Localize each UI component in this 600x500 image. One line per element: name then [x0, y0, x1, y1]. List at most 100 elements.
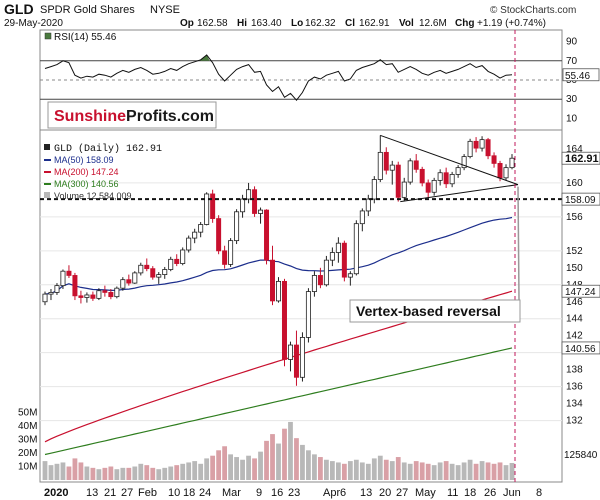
candle-body: [509, 157, 515, 169]
candle-body: [281, 280, 287, 360]
price-tick-label: 136: [566, 382, 583, 393]
date-tick-label: 20: [379, 487, 391, 499]
volume-bar: [168, 466, 174, 480]
volume-bar: [401, 462, 407, 480]
low-value: 162.32: [305, 18, 336, 29]
volume-bar: [96, 469, 102, 480]
volume-bar: [329, 461, 335, 480]
volume-bar: [150, 467, 156, 480]
rsi-series: [44, 54, 513, 101]
ma200-price-tag: 147.24: [565, 287, 596, 298]
volume-bar: [144, 465, 150, 480]
candle-body: [168, 258, 174, 270]
candle-body: [401, 181, 407, 198]
volume-bar: [497, 462, 503, 480]
rsi-tick-label: 90: [566, 37, 578, 48]
volume-bar: [473, 463, 479, 480]
date-tick-label: 13: [360, 487, 372, 499]
date-tick-label: 8: [536, 487, 542, 499]
close-label: Cl: [345, 18, 355, 29]
legend-price: GLD (Daily) 162.91: [54, 143, 162, 155]
price-tick-label: 146: [566, 297, 583, 308]
candle-body: [503, 167, 509, 179]
high-label: Hi: [237, 18, 247, 29]
candle-body: [419, 168, 425, 184]
candle-body: [216, 218, 222, 252]
volume-bar: [479, 461, 485, 480]
candle-body: [156, 274, 162, 278]
candle-body: [150, 268, 156, 278]
candle-body: [365, 198, 371, 212]
volume-bar: [389, 461, 395, 480]
price-tick-label: 164: [566, 144, 583, 155]
volume-bar: [66, 466, 72, 480]
right-price-axis: 1641601561521501481461441421381361341321…: [561, 144, 600, 461]
candle-body: [383, 151, 389, 171]
volume-bar: [102, 467, 108, 480]
volume-bar: [246, 455, 251, 480]
quote-date: 29-May-2020: [4, 18, 63, 29]
open-value: 162.58: [197, 18, 228, 29]
date-tick-label: 11: [447, 487, 458, 499]
candle-body: [449, 174, 455, 185]
rsi-line: [44, 54, 513, 101]
candle-body: [192, 231, 198, 239]
date-tick-label: 27: [396, 487, 408, 499]
logo-text: SunshineProfits.com: [54, 108, 214, 125]
candle-body: [90, 294, 96, 299]
rsi-grid: [40, 60, 562, 100]
legend-ma200: MA(200) 147.24: [54, 167, 119, 177]
candle-body: [222, 250, 228, 265]
volume-bar: [413, 461, 419, 480]
date-tick-label: Apr: [323, 487, 340, 499]
ma300-price-tag: 140.56: [565, 344, 596, 355]
candle-body: [347, 273, 353, 278]
volume-bar: [509, 462, 515, 480]
candle-body: [240, 198, 246, 213]
volume-label: Vol: [399, 18, 414, 29]
candle-body: [317, 275, 323, 286]
volume-value: 12.6M: [419, 18, 447, 29]
legend: GLD (Daily) 162.91 MA(50) 158.09 MA(200)…: [44, 143, 162, 201]
volume-bar: [341, 463, 347, 480]
volume-bar: [383, 459, 389, 480]
volume-bar: [324, 459, 329, 480]
candle-body: [287, 344, 293, 360]
volume-bar: [84, 466, 90, 480]
stockcharts-watermark: © StockCharts.com: [490, 5, 576, 16]
price-tick-label: 132: [566, 416, 583, 427]
rsi-tick-label: 70: [566, 56, 578, 67]
candle-body: [341, 242, 347, 278]
volume-bar: [437, 462, 443, 480]
close-value: 162.91: [359, 18, 390, 29]
date-tick-label: 18: [183, 487, 195, 499]
volume-bar: [491, 463, 497, 480]
volume-bar: [419, 462, 425, 480]
date-tick-label: 10: [168, 487, 180, 499]
volume-bar: [300, 444, 305, 480]
candle-body: [329, 252, 335, 261]
volume-bar: [365, 463, 371, 480]
candle-body: [54, 285, 60, 293]
volume-bar: [180, 463, 186, 480]
candle-body: [311, 275, 317, 292]
candle-body: [425, 182, 431, 193]
volume-bar: [138, 463, 144, 480]
volume-bar: [318, 457, 323, 480]
candle-body: [186, 237, 192, 251]
volume-bar: [335, 462, 341, 480]
volume-bar: [126, 467, 132, 480]
volume-bar: [377, 455, 383, 480]
candle-body: [276, 280, 281, 302]
candle-body: [234, 211, 240, 242]
candle-body: [108, 292, 114, 298]
candle-body: [473, 140, 479, 149]
rsi-tick-label: 30: [566, 94, 578, 105]
price-tick-label: 150: [566, 263, 583, 274]
legend-swatch-volume: [44, 192, 50, 198]
price-tick-label: 142: [566, 331, 583, 342]
price-tick-label: 160: [566, 178, 583, 189]
date-tick-label: Feb: [138, 487, 157, 499]
candle-body: [258, 209, 264, 214]
